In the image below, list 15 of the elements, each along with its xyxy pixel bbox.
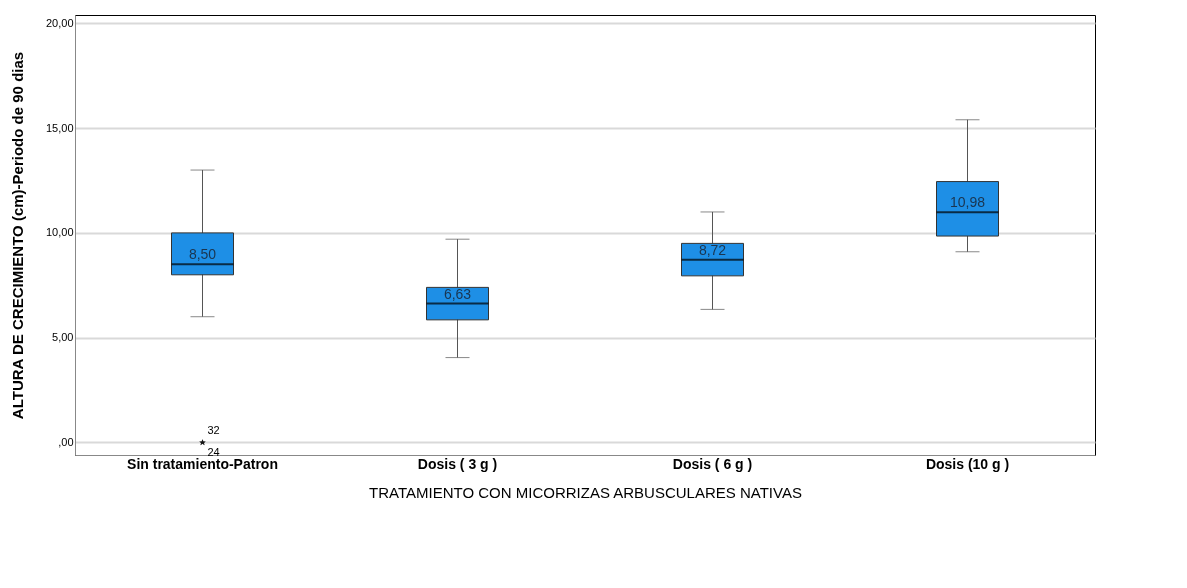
x-axis-title: TRATAMIENTO CON MICORRIZAS ARBUSCULARES NATIVAS xyxy=(369,483,802,501)
x-tick-label: Dosis ( 3 g ) xyxy=(417,455,498,472)
y-tick-label: 15,00 xyxy=(45,121,74,134)
y-tick-label: ,00 xyxy=(58,435,74,448)
y-tick-label: 20,00 xyxy=(45,16,74,29)
annotation: 6,63 xyxy=(443,285,472,302)
annotation: 8,50 xyxy=(188,246,217,263)
x-tick-label: Dosis ( 6 g ) xyxy=(672,455,753,472)
x-tick-label: Dosis (10 g ) xyxy=(925,455,1010,472)
annotation: 32 xyxy=(207,424,220,437)
y-axis-title: ALTURA DE CRECIMIENTO (cm)-Periodo de 90 dias xyxy=(8,51,26,420)
annotation: 10,98 xyxy=(949,194,986,211)
y-tick-label: 5,00 xyxy=(52,331,74,344)
annotation: 8,72 xyxy=(698,241,727,258)
y-tick-label: 10,00 xyxy=(45,226,74,239)
